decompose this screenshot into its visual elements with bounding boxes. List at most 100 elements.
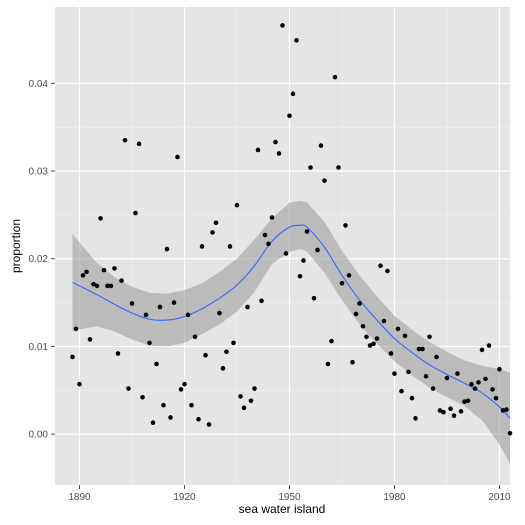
data-point	[217, 310, 222, 316]
data-point	[343, 223, 348, 228]
data-point	[388, 351, 394, 356]
data-point	[185, 312, 191, 318]
data-point	[154, 361, 159, 367]
data-point	[301, 258, 306, 263]
data-point	[283, 251, 289, 256]
data-point	[472, 386, 478, 391]
data-point	[294, 38, 299, 43]
data-point	[455, 371, 460, 376]
data-point	[105, 283, 110, 289]
data-point	[392, 371, 397, 376]
data-point	[476, 380, 481, 385]
data-point	[493, 395, 499, 401]
data-point	[462, 399, 467, 404]
data-point	[80, 273, 86, 278]
data-point	[94, 283, 100, 289]
y-axis-title: proportion	[9, 219, 23, 273]
x-axis: 1890 1920 1950 1980 2010	[68, 485, 511, 503]
data-point	[297, 273, 303, 279]
data-point	[490, 387, 495, 392]
data-point	[322, 178, 327, 183]
data-point	[227, 244, 233, 249]
data-point	[402, 333, 408, 339]
data-point	[122, 138, 128, 143]
data-point	[91, 281, 96, 287]
x-axis-title: sea water island	[239, 502, 326, 516]
y-tick-label: 0.00	[29, 430, 49, 441]
data-point	[161, 402, 166, 408]
data-point	[70, 354, 75, 360]
data-point	[213, 220, 219, 226]
data-point	[479, 347, 485, 353]
data-point	[427, 334, 432, 340]
data-point	[101, 267, 107, 273]
y-tick-label: 0.03	[29, 167, 49, 178]
data-point	[168, 415, 173, 420]
y-axis: 0.00 0.01 0.02 0.03 0.04	[29, 79, 55, 441]
data-point	[269, 215, 275, 220]
data-point	[329, 338, 334, 344]
data-point	[115, 351, 121, 356]
data-point	[346, 273, 352, 278]
data-point	[308, 165, 313, 170]
data-point	[220, 366, 226, 371]
data-point	[273, 139, 278, 145]
data-point	[276, 151, 282, 156]
data-point	[150, 420, 156, 426]
data-point	[315, 247, 320, 253]
data-point	[458, 409, 464, 414]
data-point	[311, 295, 317, 301]
data-point	[108, 283, 114, 289]
y-tick-label: 0.01	[29, 342, 49, 353]
x-tick-label: 1950	[278, 492, 301, 503]
data-point	[364, 334, 369, 340]
data-point	[266, 241, 271, 247]
data-point	[441, 409, 446, 415]
data-point	[504, 407, 509, 412]
data-point	[507, 430, 513, 436]
data-point	[119, 278, 124, 283]
data-point	[157, 304, 163, 310]
data-point	[395, 326, 401, 332]
data-point	[259, 298, 264, 304]
data-point	[206, 422, 212, 427]
data-point	[178, 387, 184, 392]
data-point	[465, 398, 471, 404]
data-point	[196, 416, 201, 422]
data-point	[224, 349, 229, 354]
data-point	[126, 386, 131, 391]
data-point	[332, 74, 338, 80]
data-points	[70, 23, 513, 436]
data-point	[136, 141, 142, 147]
data-point	[199, 244, 205, 249]
data-point	[360, 323, 366, 329]
y-tick-label: 0.04	[29, 79, 49, 90]
data-point	[210, 230, 215, 235]
data-point	[182, 381, 187, 387]
data-point	[434, 354, 439, 360]
data-point	[336, 165, 341, 170]
data-point	[164, 246, 170, 252]
data-point	[140, 394, 145, 400]
data-point	[252, 386, 257, 391]
data-point	[290, 91, 296, 97]
y-tick-label: 0.02	[29, 254, 49, 265]
data-point	[143, 312, 149, 318]
data-point	[231, 340, 236, 346]
data-point	[416, 346, 422, 352]
data-point	[437, 408, 443, 413]
data-point	[378, 263, 383, 269]
data-point	[255, 147, 261, 153]
data-point	[367, 343, 373, 348]
data-point	[147, 340, 152, 346]
data-point	[171, 300, 177, 305]
data-point	[413, 416, 418, 421]
confidence-band	[72, 200, 510, 464]
data-point	[486, 343, 492, 348]
data-point	[371, 341, 376, 347]
data-point	[353, 311, 359, 317]
data-point	[304, 229, 310, 234]
data-point	[133, 210, 138, 216]
data-point	[280, 23, 285, 28]
data-point	[451, 413, 457, 419]
